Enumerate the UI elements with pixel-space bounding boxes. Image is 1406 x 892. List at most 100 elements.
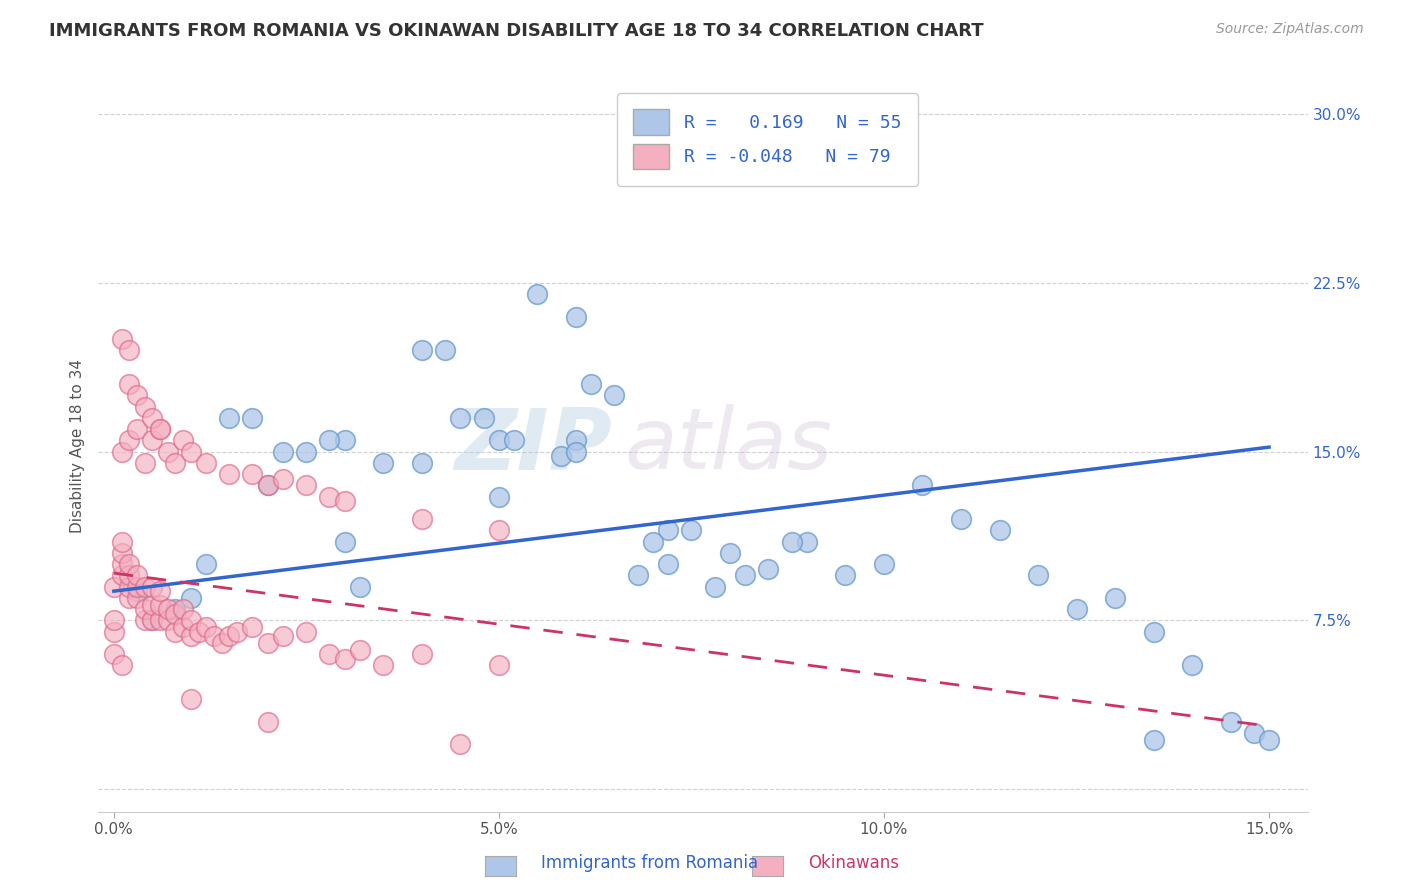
Point [873,557,896,571]
Point [988,524,1011,538]
Point [141,598,163,612]
Point [195,620,218,634]
Point [1258,732,1281,747]
Point [488,490,510,504]
Point [681,524,703,538]
Point [411,343,433,358]
Point [134,614,156,628]
Point [134,456,156,470]
Point [295,624,318,639]
Point [125,568,148,582]
Point [796,534,818,549]
Point [349,642,371,657]
Point [180,444,202,458]
Point [226,624,249,639]
Text: Immigrants from Romania: Immigrants from Romania [541,855,758,872]
Point [180,629,202,643]
Text: ZIP: ZIP [454,404,613,488]
Point [141,614,163,628]
Point [318,647,340,661]
Point [187,624,209,639]
Point [257,714,280,729]
Point [218,629,240,643]
Point [180,591,202,605]
Point [165,602,187,616]
Point [118,377,141,392]
Point [149,614,172,628]
Y-axis label: Disability Age 18 to 34: Disability Age 18 to 34 [69,359,84,533]
Point [125,422,148,436]
Point [373,658,395,673]
Point [526,287,548,301]
Point [1219,714,1241,729]
Point [118,568,141,582]
Point [373,456,395,470]
Point [472,410,495,425]
Point [103,614,125,628]
Point [103,580,125,594]
Point [134,400,156,414]
Point [149,422,172,436]
Point [257,478,280,492]
Point [488,434,510,448]
Point [411,512,433,526]
Point [110,444,132,458]
Point [156,602,179,616]
Point [180,614,202,628]
Point [242,620,264,634]
Legend: R =   0.169   N = 55, R = -0.048   N = 79: R = 0.169 N = 55, R = -0.048 N = 79 [617,93,918,186]
Point [242,467,264,482]
Point [657,557,679,571]
Point [1142,732,1164,747]
Point [911,478,934,492]
Point [488,658,510,673]
Point [110,557,132,571]
Point [110,658,132,673]
Text: Source: ZipAtlas.com: Source: ZipAtlas.com [1216,22,1364,37]
Point [333,534,356,549]
Point [433,343,456,358]
Point [641,534,664,549]
Point [1142,624,1164,639]
Point [195,456,218,470]
Point [195,557,218,571]
Point [488,524,510,538]
Point [125,584,148,599]
Point [950,512,973,526]
Point [780,534,803,549]
Point [449,410,471,425]
Point [202,629,225,643]
Point [180,692,202,706]
Point [1104,591,1126,605]
Point [141,614,163,628]
Point [411,647,433,661]
Point [125,388,148,402]
Text: IMMIGRANTS FROM ROMANIA VS OKINAWAN DISABILITY AGE 18 TO 34 CORRELATION CHART: IMMIGRANTS FROM ROMANIA VS OKINAWAN DISA… [49,22,984,40]
Point [503,434,526,448]
Point [581,377,603,392]
Point [118,580,141,594]
Point [1026,568,1049,582]
Point [271,472,294,486]
Point [349,580,371,594]
Point [165,456,187,470]
Point [118,591,141,605]
Point [165,607,187,621]
Point [172,602,194,616]
Point [141,580,163,594]
Point [1181,658,1204,673]
Point [110,534,132,549]
Point [565,444,588,458]
Point [134,580,156,594]
Point [110,568,132,582]
Point [218,467,240,482]
Point [449,737,471,751]
Point [149,598,172,612]
Point [149,422,172,436]
Point [118,557,141,571]
Point [333,494,356,508]
Point [141,434,163,448]
Point [718,546,741,560]
Point [141,410,163,425]
Point [411,456,433,470]
